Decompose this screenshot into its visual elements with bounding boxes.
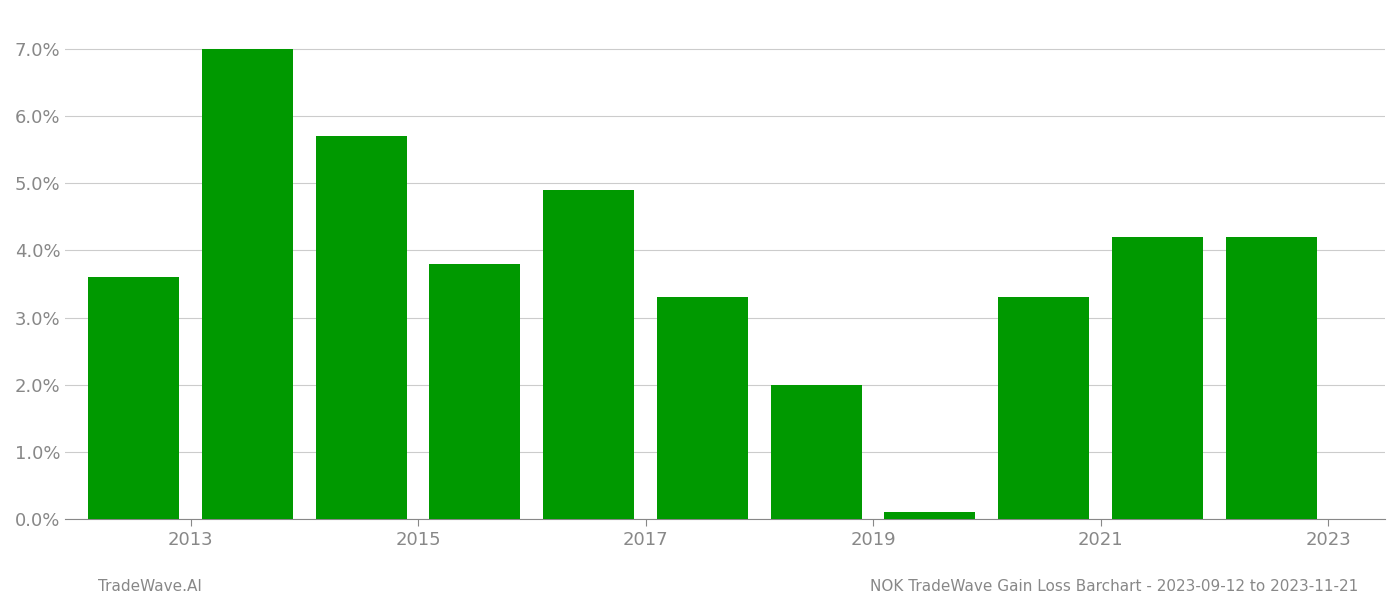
Bar [1112,237,1203,519]
Text: TradeWave.AI: TradeWave.AI [98,579,202,594]
Bar [657,298,748,519]
Bar [1226,237,1317,519]
Bar [202,49,293,519]
Bar [885,512,976,519]
Bar [88,277,179,519]
Bar [316,136,407,519]
Bar [430,264,521,519]
Bar [771,385,862,519]
Bar [543,190,634,519]
Bar [998,298,1089,519]
Text: NOK TradeWave Gain Loss Barchart - 2023-09-12 to 2023-11-21: NOK TradeWave Gain Loss Barchart - 2023-… [869,579,1358,594]
